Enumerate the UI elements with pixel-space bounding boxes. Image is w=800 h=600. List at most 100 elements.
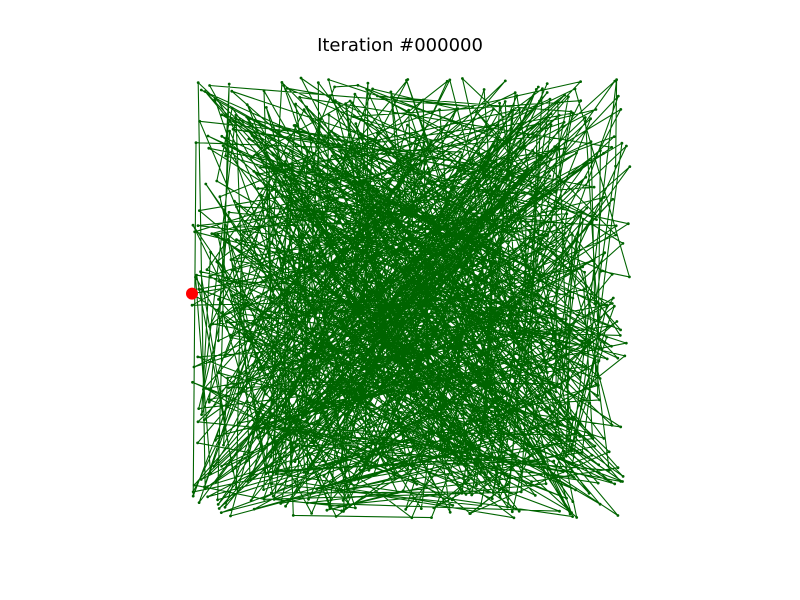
tour-node (263, 389, 267, 393)
tour-node (529, 404, 532, 408)
tour-node (282, 127, 286, 131)
tour-node (598, 398, 601, 402)
tour-node (229, 336, 233, 339)
tour-node (234, 116, 238, 120)
tour-node (256, 427, 259, 431)
tour-node (386, 357, 390, 361)
tour-node (246, 377, 249, 381)
tour-node (465, 198, 469, 202)
tour-node (544, 395, 548, 399)
tour-node (269, 491, 273, 495)
tour-node (593, 354, 597, 358)
tour-node (614, 224, 618, 228)
tour-node (419, 507, 423, 510)
tour-node (460, 453, 464, 456)
tour-node (523, 292, 527, 296)
tour-node (351, 115, 355, 118)
tour-node (413, 313, 417, 316)
tour-node (571, 500, 575, 503)
tour-node (302, 471, 306, 474)
tour-node (316, 81, 320, 84)
tour-node (292, 124, 296, 127)
tour-node (302, 383, 306, 387)
tour-node (571, 111, 575, 115)
tour-node (488, 238, 492, 242)
tour-node (375, 247, 379, 251)
tour-node (389, 342, 393, 346)
tour-node (509, 261, 512, 265)
tour-node (488, 420, 492, 423)
tour-node (354, 122, 358, 125)
tour-node (302, 108, 306, 112)
tour-node (356, 478, 360, 481)
tour-node (467, 441, 471, 445)
tour-node (190, 303, 194, 307)
tour-node (284, 355, 288, 358)
tour-node (340, 388, 343, 392)
tour-node (400, 346, 404, 350)
tour-node (421, 275, 424, 278)
tour-node (624, 341, 628, 345)
tour-node (284, 471, 288, 475)
tour-node (567, 449, 570, 453)
tour-node (372, 473, 375, 477)
tour-node (470, 295, 474, 299)
tour-node (560, 423, 564, 427)
tour-node (386, 304, 389, 308)
tour-node (552, 223, 556, 227)
tour-node (221, 314, 224, 318)
tour-node (329, 323, 333, 327)
tour-node (428, 409, 432, 412)
tour-node (262, 496, 266, 500)
tour-node (531, 149, 534, 152)
tour-node (406, 370, 409, 373)
tour-node (193, 230, 197, 234)
tour-node (372, 266, 376, 270)
tour-node (293, 386, 297, 390)
tour-node (311, 165, 314, 169)
tour-node (482, 260, 486, 264)
tour-node (218, 195, 222, 199)
tour-node (532, 270, 536, 274)
tour-node (623, 354, 627, 358)
tour-node (205, 268, 209, 272)
tour-node (561, 238, 565, 242)
tour-node (303, 413, 307, 417)
tour-node (370, 434, 374, 438)
tour-node (527, 229, 531, 232)
tour-node (563, 146, 567, 150)
tour-node (479, 369, 483, 372)
tour-node (570, 233, 574, 236)
tour-node (293, 460, 297, 463)
tour-node (549, 157, 553, 161)
tour-node (210, 232, 214, 236)
tour-node (628, 275, 631, 279)
tour-node (351, 210, 354, 214)
tour-node (498, 495, 502, 499)
tour-node (529, 192, 532, 196)
tour-node (495, 144, 498, 147)
tour-node (476, 152, 480, 156)
tour-node (353, 149, 357, 153)
tour-node (275, 190, 278, 194)
tour-node (419, 447, 423, 451)
tour-node (579, 80, 582, 83)
tour-node (372, 394, 376, 397)
tour-node (593, 302, 597, 306)
tour-node (522, 308, 526, 311)
tour-node (597, 359, 601, 363)
tour-node (191, 494, 195, 498)
tour-node (397, 282, 401, 285)
tour-node (265, 188, 269, 192)
tour-node (284, 504, 287, 508)
tour-node (453, 187, 456, 191)
tour-node (468, 512, 472, 515)
tour-node (305, 197, 308, 200)
tour-node (494, 393, 498, 397)
tour-node (556, 342, 559, 346)
tour-node (462, 287, 466, 291)
tour-node (191, 380, 194, 384)
tour-node (389, 90, 393, 94)
tour-node (610, 423, 614, 427)
